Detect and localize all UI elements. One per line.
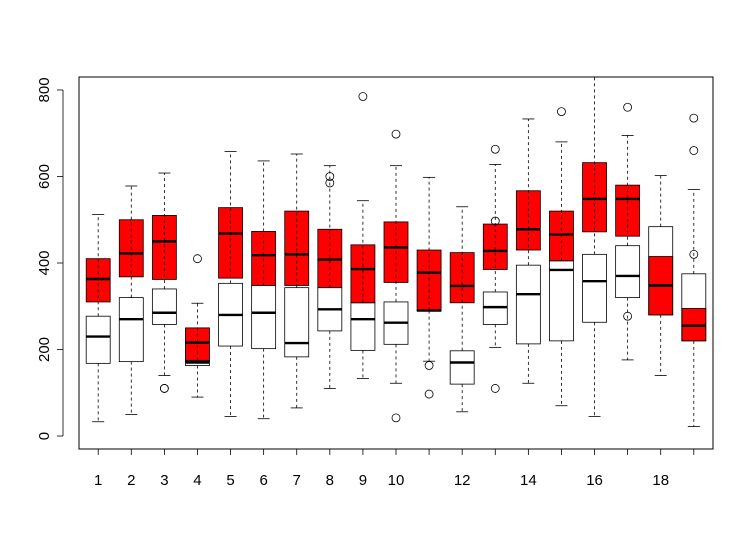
box-white-2 — [118, 185, 144, 415]
outlier-point — [557, 107, 566, 117]
box-white-4 — [185, 302, 210, 398]
box-body — [151, 288, 177, 325]
x-tick-label: 9 — [359, 472, 367, 489]
outlier-point — [623, 311, 633, 321]
y-tick-label: 200 — [36, 337, 53, 362]
box-body — [449, 350, 475, 385]
outlier-point — [689, 113, 699, 123]
y-tick-label: 400 — [36, 250, 53, 275]
box-white-15 — [549, 107, 574, 407]
x-tick-label: 6 — [259, 472, 267, 489]
x-tick-label: 16 — [586, 472, 603, 489]
outlier-point — [391, 413, 401, 423]
box-body — [218, 207, 243, 279]
outlier-point — [193, 254, 202, 264]
box-body — [582, 253, 607, 323]
x-tick-label: 2 — [127, 472, 135, 489]
outlier-point — [424, 361, 434, 370]
box-white-16 — [582, 77, 607, 417]
box-body — [615, 184, 641, 237]
outlier-point — [689, 249, 699, 259]
box-red-5 — [218, 207, 243, 279]
box-white-13 — [482, 144, 508, 393]
box-red-17 — [615, 184, 641, 237]
box-white-12 — [449, 206, 475, 413]
x-tick-label: 14 — [520, 472, 537, 489]
box-white-3 — [151, 172, 177, 393]
box-body — [251, 231, 277, 286]
y-axis: 0 200 400 600 800 — [36, 77, 64, 440]
boxes-layer — [85, 77, 707, 427]
y-tick-label: 800 — [36, 77, 53, 102]
box-white-19 — [681, 113, 707, 427]
outlier-point — [490, 384, 500, 393]
box-white-14 — [515, 118, 541, 384]
box-body — [284, 287, 310, 358]
y-tick-label: 600 — [36, 164, 53, 189]
box-white-6 — [251, 160, 277, 420]
box-body — [549, 260, 574, 342]
box-red-4 — [185, 254, 210, 362]
box-white-18 — [648, 175, 674, 376]
box-body — [85, 315, 111, 364]
x-axis: 1 2 3 4 5 6 7 8 9 10 12 14 16 18 — [94, 448, 695, 489]
outlier-point — [159, 384, 169, 393]
outlier-point — [623, 102, 633, 112]
box-body — [681, 273, 707, 342]
outlier-point — [391, 129, 401, 139]
box-body — [350, 302, 376, 351]
box-body — [515, 264, 541, 345]
x-tick-label: 3 — [160, 472, 168, 489]
box-white-10 — [383, 129, 409, 423]
outlier-point — [689, 146, 699, 155]
box-body — [185, 327, 210, 362]
box-body — [648, 226, 674, 316]
outlier-point — [490, 144, 500, 154]
x-tick-label: 10 — [388, 472, 405, 489]
x-tick-label: 5 — [226, 472, 234, 489]
outlier-point — [358, 92, 368, 101]
box-white-5 — [218, 150, 243, 417]
y-tick-label: 0 — [36, 432, 53, 440]
box-body — [251, 285, 277, 350]
box-white-9 — [350, 92, 376, 379]
outlier-point — [490, 216, 500, 226]
x-tick-label: 7 — [293, 472, 301, 489]
outlier-point — [424, 389, 434, 399]
box-body — [118, 297, 144, 363]
x-tick-label: 12 — [454, 472, 471, 489]
box-white-1 — [85, 214, 111, 423]
box-white-11 — [416, 176, 442, 399]
box-red-6 — [251, 231, 277, 286]
outlier-point — [325, 178, 335, 188]
x-tick-label: 18 — [652, 472, 669, 489]
x-tick-label: 1 — [94, 472, 102, 489]
x-tick-label: 4 — [193, 472, 201, 489]
x-tick-label: 8 — [326, 472, 334, 489]
box-white-7 — [284, 153, 310, 409]
box-white-17 — [615, 102, 641, 361]
box-body — [615, 245, 641, 299]
box-white-8 — [317, 165, 343, 389]
outlier-point — [325, 172, 335, 181]
